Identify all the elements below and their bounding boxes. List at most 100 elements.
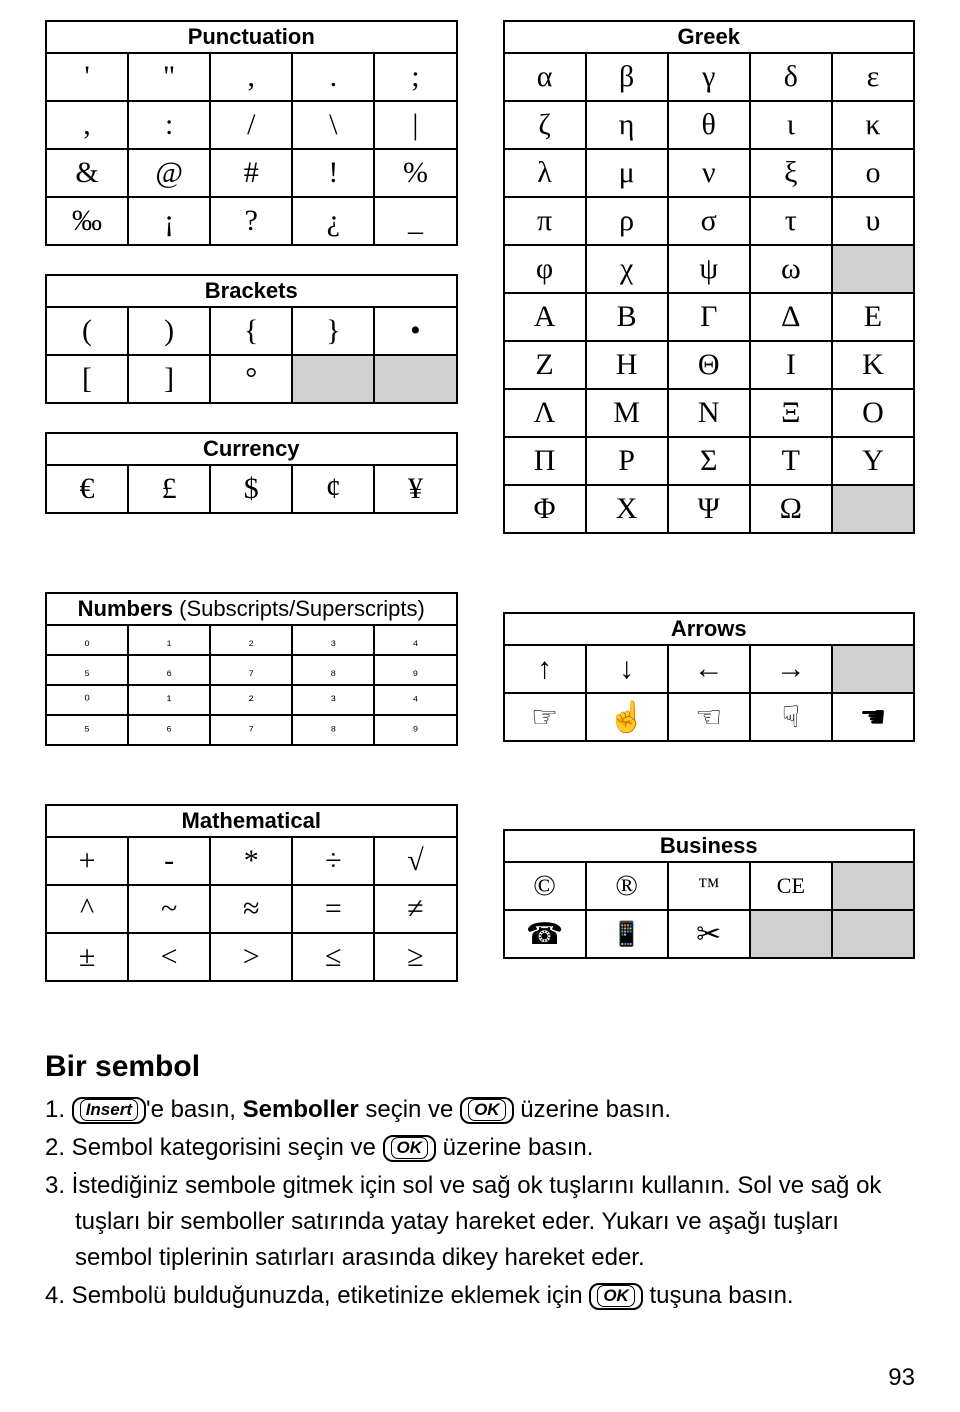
step2-text-b: üzerine basın. [436,1134,593,1161]
step1-bold: Semboller [243,1096,359,1123]
cell: Ν [668,389,750,437]
cell: Τ [750,437,832,485]
cell: , [210,53,292,101]
cell: θ [668,101,750,149]
greek-title: Greek [503,20,916,52]
business-title: Business [503,829,916,861]
cell: Χ [586,485,668,533]
cell: ¥ [374,465,456,513]
step-4: 4. Sembolü bulduğunuzda, etiketinize ekl… [45,1278,915,1314]
cell-empty [832,485,914,533]
cell: £ [128,465,210,513]
cell: [ [46,355,128,403]
cell: ( [46,307,128,355]
cell: ¢ [292,465,374,513]
cell: # [210,149,292,197]
cell: ω [750,245,832,293]
cell: ⁷ [210,715,292,745]
cell: ' [46,53,128,101]
step-3: 3. İstediğiniz sembole gitmek için sol v… [45,1168,915,1276]
cell: % [374,149,456,197]
numbers-block: Numbers (Subscripts/Superscripts) ₀₁₂₃₄ … [45,592,458,746]
cell: < [128,933,210,981]
cell: → [750,645,832,693]
cell: . [292,53,374,101]
cell-empty [832,910,914,958]
cell: } [292,307,374,355]
arrows-table: ↑↓←→ ☞☝☜☟☚ [503,644,916,742]
cell: Ψ [668,485,750,533]
ok-key-label: OK [391,1137,429,1159]
currency-block: Currency €£$¢¥ [45,432,458,514]
cell: ☟ [750,693,832,741]
cell: Ο [832,389,914,437]
cell: Α [504,293,586,341]
numbers-title: Numbers (Subscripts/Superscripts) [45,592,458,624]
business-block: Business ©®™CE ☎📱✂ [503,829,916,959]
step1-text-d: üzerine basın. [514,1096,671,1123]
cell: Κ [832,341,914,389]
cell: - [128,837,210,885]
cell-empty [832,862,914,910]
numbers-table: ₀₁₂₃₄ ₅₆₇₈₉ ⁰¹²³⁴ ⁵⁶⁷⁸⁹ [45,624,458,746]
cell: ⁵ [46,715,128,745]
cell: ; [374,53,456,101]
cell: Υ [832,437,914,485]
cell: ≠ [374,885,456,933]
cell: ✂ [668,910,750,958]
cell: Γ [668,293,750,341]
cell: υ [832,197,914,245]
cell: Ω [750,485,832,533]
ok-key: OK [460,1097,514,1124]
cell: ρ [586,197,668,245]
cell: Μ [586,389,668,437]
arrows-title: Arrows [503,612,916,644]
ok-key-label: OK [468,1099,506,1121]
cell: ο [832,149,914,197]
cell: ι [750,101,832,149]
cell: κ [832,101,914,149]
bottom-tables-row: Mathematical +-*÷√ ^~≈=≠ ±<>≤≥ Business … [45,804,915,1010]
cell: π [504,197,586,245]
cell: χ [586,245,668,293]
cell: 📱 [586,910,668,958]
numbers-title-bold: Numbers [78,596,173,621]
cell: * [210,837,292,885]
cell: ← [668,645,750,693]
cell: ! [292,149,374,197]
cell: " [128,53,210,101]
cell: ξ [750,149,832,197]
step1-text-c: seçin ve [359,1096,460,1123]
top-tables-row: Punctuation '",.; ,:/\| &@#!% ‰¡?¿_ Brac… [45,20,915,562]
punctuation-title: Punctuation [45,20,458,52]
punctuation-table: '",.; ,:/\| &@#!% ‰¡?¿_ [45,52,458,246]
cell: ] [128,355,210,403]
mathematical-title: Mathematical [45,804,458,836]
cell: ? [210,197,292,245]
cell: ₅ [46,655,128,685]
math-col: Mathematical +-*÷√ ^~≈=≠ ±<>≤≥ [45,804,458,1010]
cell: ε [832,53,914,101]
cell-empty [832,245,914,293]
cell: | [374,101,456,149]
cell: ₈ [292,655,374,685]
cell: : [128,101,210,149]
cell: τ [750,197,832,245]
cell: ⁸ [292,715,374,745]
step1-text-b: 'e basın, [146,1096,243,1123]
ok-key: OK [589,1283,643,1310]
instructions-heading: Bir sembol [45,1050,915,1084]
cell: ® [586,862,668,910]
cell: _ [374,197,456,245]
currency-table: €£$¢¥ [45,464,458,514]
currency-title: Currency [45,432,458,464]
cell: ☜ [668,693,750,741]
cell: ₄ [374,625,456,655]
business-col: Business ©®™CE ☎📱✂ [503,804,916,1010]
cell: > [210,933,292,981]
cell: ₉ [374,655,456,685]
cell-empty [832,645,914,693]
cell: ≤ [292,933,374,981]
cell: ™ [668,862,750,910]
cell: ⁴ [374,685,456,715]
